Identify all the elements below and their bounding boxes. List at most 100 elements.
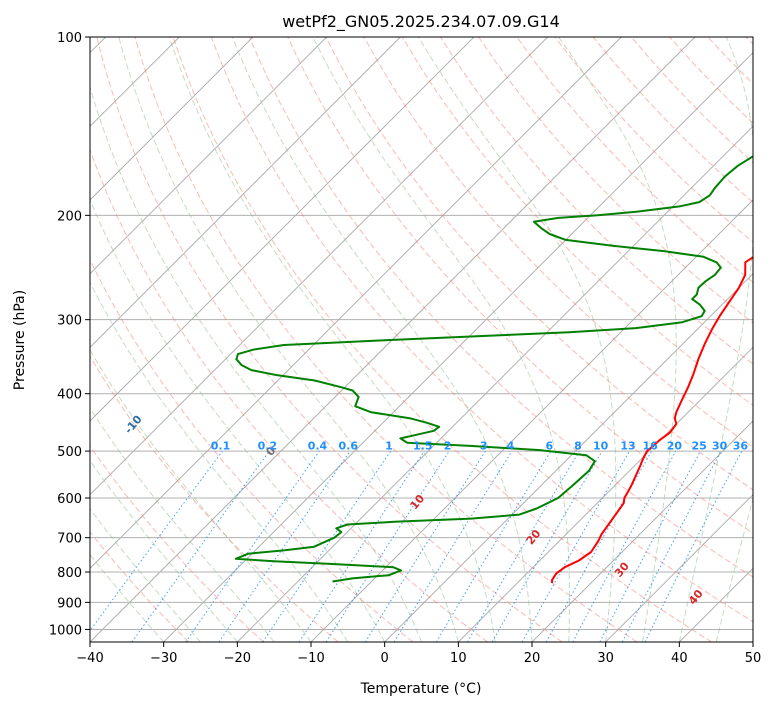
isotherm-line (163, 51, 753, 642)
mixing-ratio-label: 30 (712, 440, 728, 453)
mixing-ratio-label: 20 (667, 440, 683, 453)
mixing-ratio-label: 8 (574, 440, 582, 453)
x-tick-label: −20 (224, 651, 251, 666)
y-tick-label: 300 (57, 314, 82, 329)
axes: −40 −30 −20 −10 0 10 20 30 40 5010020030040050060… (49, 31, 761, 666)
mixing-ratio-label: 13 (620, 440, 635, 453)
dry-adiabat-line (90, 531, 190, 642)
moist-adiabat-line (558, 37, 677, 642)
mixing-ratio-label: 1.5 (413, 440, 433, 453)
reference-lines (90, 37, 753, 642)
y-tick-label: 600 (57, 492, 82, 507)
x-tick-label: 0 (381, 651, 389, 666)
dry-adiabat-line (90, 355, 339, 642)
mixing-ratio-label: 2 (444, 440, 452, 453)
y-tick-label: 800 (57, 566, 82, 581)
moist-adiabat-line (118, 37, 459, 642)
y-tick-label: 900 (57, 596, 82, 611)
moist-adiabat-line (90, 508, 201, 642)
mixing-ratio-line (325, 450, 450, 642)
dry-adiabat-line (90, 258, 414, 642)
dry-adiabat-line (172, 37, 712, 642)
mixing-ratio-label: 0.4 (308, 440, 328, 453)
dry-adiabat-line (439, 37, 753, 365)
moist-adiabat-line (168, 37, 496, 642)
isotherm-line (236, 125, 753, 642)
mixing-ratio-line (131, 450, 270, 642)
isotherm-line (531, 420, 753, 642)
isotherm-line (310, 199, 753, 642)
dewpoint-profile (234, 155, 753, 583)
x-axis-label: Temperature (°C) (360, 681, 482, 697)
isotherm-line (90, 37, 622, 570)
moist-adiabat-line (90, 554, 165, 642)
temperature-profile (550, 256, 753, 584)
mixing-ratio-label: 10 (593, 440, 609, 453)
y-axis-label: Pressure (hPa) (12, 290, 28, 390)
isotherm-line (90, 37, 401, 349)
x-tick-label: 10 (450, 651, 467, 666)
mixing-ratio-line (521, 450, 630, 642)
dry-adiabat-line (96, 37, 563, 642)
moist-adiabat-line (90, 407, 275, 642)
dry-adiabat-line (287, 37, 753, 534)
mixing-ratio-line (218, 450, 351, 642)
x-tick-label: 20 (524, 651, 541, 666)
isotherm-line (90, 37, 475, 422)
x-tick-label: −40 (76, 651, 103, 666)
y-tick-label: 500 (57, 445, 82, 460)
y-tick-label: 1000 (49, 623, 82, 638)
moist-adiabat-line (90, 459, 238, 642)
sounding-profiles (234, 155, 753, 584)
x-tick-label: 50 (745, 651, 762, 666)
y-tick-label: 400 (57, 388, 82, 403)
mixing-ratio-line (393, 450, 513, 642)
isotherm-line (90, 37, 549, 496)
y-tick-label: 200 (57, 209, 82, 224)
mixing-ratio-label: 1 (385, 440, 393, 453)
moist-adiabat-line (90, 349, 312, 642)
mixing-ratio-label: 0.1 (211, 440, 231, 453)
dry-adiabat-line (325, 37, 753, 491)
moist-adiabat-line (678, 37, 753, 642)
y-tick-label: 700 (57, 532, 82, 547)
moist-adiabat-line (90, 85, 422, 642)
x-tick-label: −10 (297, 651, 324, 666)
mixing-ratio-label: 16 (642, 440, 658, 453)
moist-adiabat-line (90, 281, 349, 642)
x-tick-label: 30 (597, 651, 614, 666)
dry-adiabat-line (249, 37, 753, 578)
mixing-ratio-line (298, 450, 425, 642)
isotherm-line (605, 493, 753, 642)
chart-title: wetPf2_GN05.2025.234.07.09.G14 (282, 12, 560, 32)
mixing-ratio-label: 4 (507, 440, 515, 453)
mixing-ratio-label: 0.2 (258, 440, 278, 453)
dry-adiabat-line (134, 37, 638, 642)
isotherm-line (90, 37, 254, 201)
dry-adiabat-line (516, 37, 753, 284)
mixing-ratio-label: 6 (545, 440, 553, 453)
mixing-ratio-label: 3 (480, 440, 488, 453)
mixing-ratio-line (262, 450, 392, 642)
dry-adiabat-line (210, 37, 753, 623)
isotherm-line (384, 272, 753, 642)
mixing-ratio-label: 0.6 (339, 440, 359, 453)
y-tick-label: 100 (57, 31, 82, 46)
moist-adiabat-line (312, 37, 570, 642)
moist-adiabat-line (418, 37, 617, 642)
dry-adiabat-line (90, 445, 264, 642)
x-tick-label: 40 (671, 651, 688, 666)
mixing-ratio-line (90, 450, 223, 632)
x-tick-label: −30 (150, 651, 177, 666)
mixing-ratio-line (644, 450, 743, 642)
mixing-ratio-line (572, 450, 677, 642)
plot-frame (89, 36, 754, 643)
moist-adiabat-line (231, 37, 533, 642)
moist-adiabat-line (90, 198, 386, 642)
mixing-ratio-label: 25 (691, 440, 706, 453)
dry-adiabat-line (90, 148, 488, 642)
isotherm-line (90, 37, 328, 275)
mixing-ratio-label: 36 (733, 440, 749, 453)
dry-adiabat-line (401, 37, 753, 406)
